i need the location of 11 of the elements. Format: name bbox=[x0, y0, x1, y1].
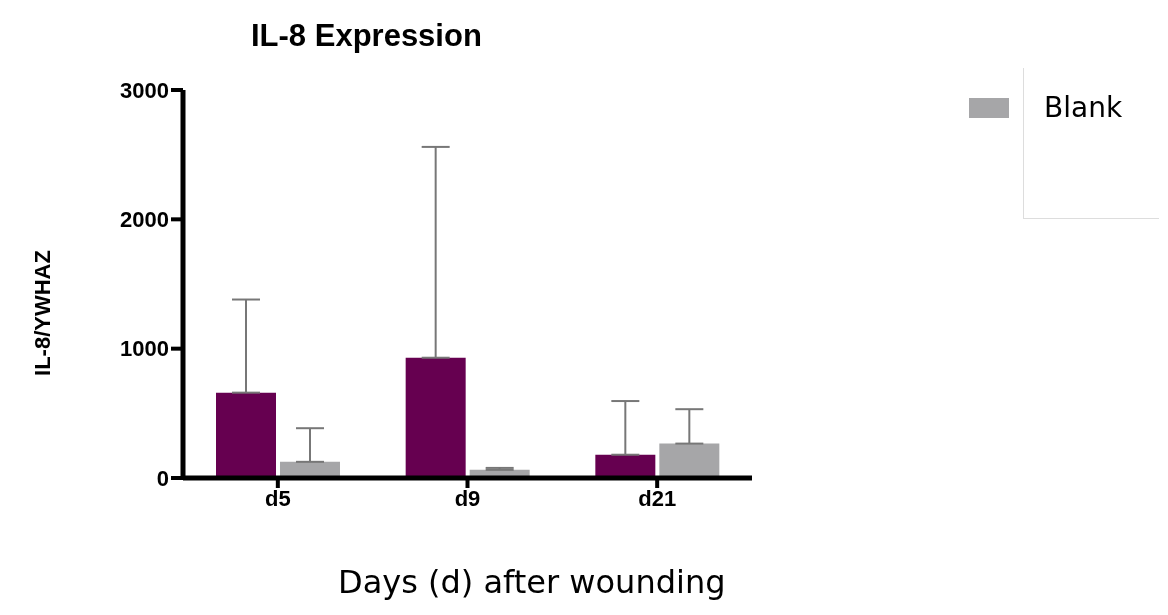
x-axis-title: Days (d) after wounding bbox=[338, 563, 726, 601]
x-tick-label: d21 bbox=[638, 485, 677, 511]
x-tick-label: d9 bbox=[454, 485, 481, 511]
y-tick-label: 3000 bbox=[120, 77, 169, 103]
legend-label: Blank bbox=[1044, 91, 1123, 124]
y-tick-label: 1000 bbox=[120, 336, 169, 362]
chart-title: IL-8 Expression bbox=[251, 18, 482, 54]
y-axis-title: IL-8/YWHAZ bbox=[30, 250, 56, 376]
x-tick-label: d5 bbox=[264, 485, 291, 511]
y-tick-label: 2000 bbox=[120, 207, 169, 233]
y-tick-label: 0 bbox=[156, 465, 169, 491]
